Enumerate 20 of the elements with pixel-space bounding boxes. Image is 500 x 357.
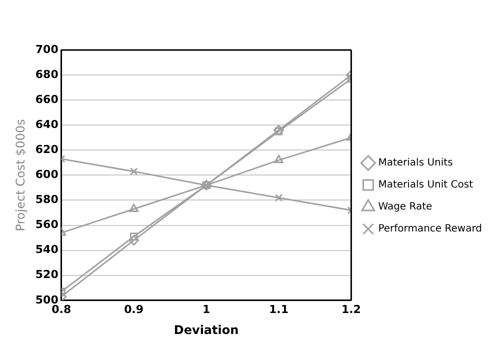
y-tick-label: 520 <box>35 268 59 282</box>
x-tick-label: 1.2 <box>341 302 361 316</box>
x-tick-label: 0.9 <box>124 302 144 316</box>
y-tick-label: 640 <box>35 118 59 131</box>
x-axis-title: Deviation <box>174 322 239 337</box>
legend-label: Performance Reward <box>378 224 482 235</box>
legend-label: Materials Units <box>378 158 453 169</box>
x-tick-label: 1.1 <box>269 302 288 316</box>
legend-label: Materials Unit Cost <box>378 180 474 191</box>
y-tick-label: 700 <box>35 42 59 56</box>
y-tick-label: 660 <box>35 92 59 106</box>
y-axis-title: Project Cost $000s <box>13 119 28 232</box>
y-tick-label: 560 <box>35 218 59 232</box>
y-tick-label: 620 <box>35 143 59 156</box>
x-tick-label: 1 <box>202 302 210 316</box>
y-tick-label: 600 <box>35 168 59 182</box>
y-tick-label: 680 <box>35 68 59 81</box>
legend-label: Wage Rate <box>378 202 432 213</box>
y-tick-label: 540 <box>35 243 59 256</box>
y-tick-label: 580 <box>35 193 59 206</box>
